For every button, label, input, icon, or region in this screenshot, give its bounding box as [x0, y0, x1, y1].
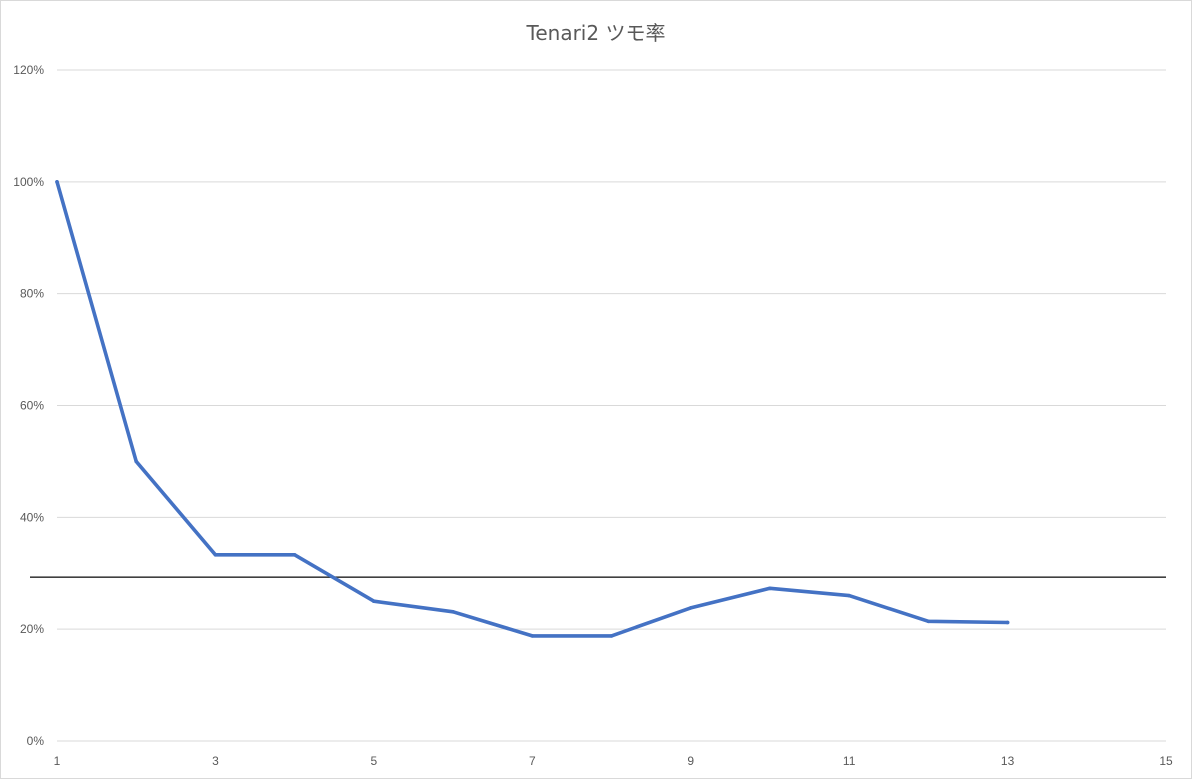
- data-point: [926, 619, 931, 624]
- y-tick-label: 0%: [27, 734, 45, 748]
- data-point: [134, 459, 139, 464]
- data-point: [609, 634, 614, 638]
- data-point: [451, 610, 455, 614]
- chart-title: Tenari2 ツモ率: [526, 21, 666, 45]
- y-tick-label: 100%: [13, 175, 44, 189]
- data-point: [1005, 620, 1010, 625]
- x-tick-label: 9: [687, 754, 694, 768]
- y-tick-label: 20%: [20, 622, 44, 636]
- data-point: [847, 593, 851, 598]
- x-tick-label: 3: [212, 754, 219, 768]
- data-point: [213, 552, 218, 557]
- x-tick-label: 11: [843, 754, 856, 768]
- x-tick-label: 1: [54, 754, 61, 768]
- y-tick-label: 120%: [13, 63, 44, 77]
- x-tick-label: 13: [1001, 754, 1015, 768]
- x-tick-label: 5: [371, 754, 378, 768]
- data-point: [530, 634, 535, 638]
- y-tick-label: 60%: [20, 399, 44, 413]
- data-point: [768, 586, 772, 591]
- data-point: [292, 552, 297, 557]
- data-point: [688, 606, 693, 610]
- series-line: [55, 180, 1010, 638]
- data-point: [55, 180, 59, 184]
- y-tick-label: 40%: [20, 510, 44, 524]
- y-tick-label: 80%: [20, 287, 44, 301]
- data-point: [372, 599, 376, 604]
- x-tick-label: 15: [1159, 754, 1173, 768]
- x-tick-label: 7: [529, 754, 536, 768]
